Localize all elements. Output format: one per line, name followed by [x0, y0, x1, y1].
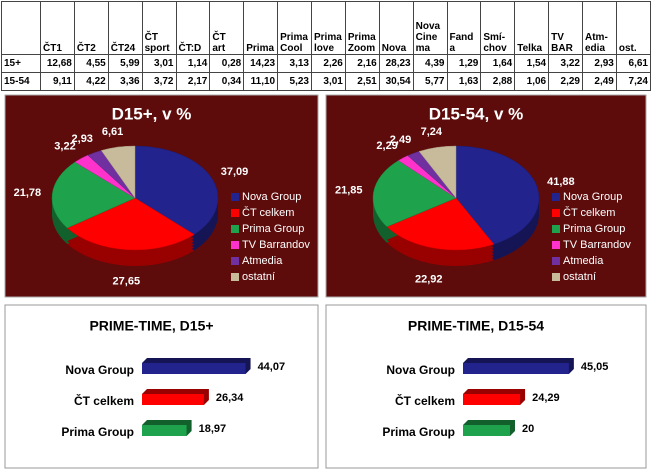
column-header: Nova Cinema — [412, 1, 448, 55]
category-label: Nova Group — [65, 363, 134, 377]
pie-slice — [418, 145, 457, 199]
data-label: 7,24 — [421, 126, 443, 138]
cell: 4,22 — [73, 72, 109, 91]
data-label: 20 — [522, 423, 534, 435]
data-label: 37,09 — [221, 166, 249, 178]
category-label: Prima Group — [61, 425, 134, 439]
header-row: ČT1 ČT2 ČT24 ČT sport ČT:D ČT art Prima Prima C… — [1, 1, 652, 55]
cell: 9,11 — [40, 72, 75, 91]
data-label: 45,05 — [581, 361, 609, 373]
column-header: ČT2 — [73, 1, 109, 55]
data-label: 27,65 — [113, 275, 141, 287]
legend-label: Prima Group — [563, 223, 625, 235]
chart-title: D15-54, v % — [429, 104, 524, 123]
legend-swatch — [231, 193, 239, 201]
column-header: Prima Cool — [277, 1, 312, 55]
row: 15-54 9,11 4,22 3,36 3,72 2,17 0,34 11,10 5,23 3,… — [1, 72, 652, 91]
pie-slice — [372, 160, 457, 228]
legend-swatch — [552, 193, 560, 201]
legend-label: Atmedia — [563, 255, 604, 267]
category-label: Prima Group — [382, 425, 455, 439]
cell: 11,10 — [243, 72, 279, 91]
column-header: Prima love — [311, 1, 346, 55]
data-label: 6,61 — [102, 126, 123, 138]
pie-slice — [134, 145, 219, 235]
legend-swatch — [552, 225, 560, 233]
data-label: 2,93 — [72, 133, 93, 145]
data-label: 3,22 — [54, 140, 75, 152]
category-label: ČT celkem — [74, 393, 134, 408]
bar — [142, 363, 246, 374]
chart-title: PRIME-TIME, D15-54 — [408, 318, 544, 334]
chart-title: PRIME-TIME, D15+ — [89, 318, 213, 334]
cell: 2,49 — [582, 72, 617, 91]
column-header: ČT24 — [107, 1, 143, 55]
data-label: 21,78 — [14, 187, 42, 199]
data-label: 2,49 — [390, 134, 411, 146]
bar — [142, 394, 204, 405]
pie-slice — [51, 161, 136, 229]
legend-swatch — [231, 209, 239, 217]
legend-swatch — [552, 209, 560, 217]
column-header: ost. — [615, 1, 652, 55]
legend-swatch — [552, 241, 560, 249]
bar — [142, 425, 187, 436]
bar — [463, 363, 569, 374]
pie-slice — [455, 145, 540, 245]
legend-label: ČT celkem — [563, 206, 615, 219]
data-label: 26,34 — [216, 392, 244, 404]
legend-label: Prima Group — [242, 223, 304, 235]
legend-label: Nova Group — [563, 191, 622, 203]
legend-swatch — [231, 257, 239, 265]
bar — [463, 425, 510, 436]
column-header: ČT:D — [175, 1, 211, 55]
legend-label: TV Barrandov — [563, 239, 631, 251]
column-header: Nova — [378, 1, 414, 55]
column-header: ČT sport — [141, 1, 177, 55]
legend-swatch — [231, 225, 239, 233]
cell: 7,24 — [615, 72, 652, 91]
legend-swatch — [231, 273, 239, 281]
panel — [325, 304, 647, 469]
legend-swatch — [231, 241, 239, 249]
pie-slice — [66, 197, 195, 251]
pie-slice — [386, 197, 495, 251]
data-label: 18,97 — [199, 423, 227, 435]
legend-label: TV Barrandov — [242, 239, 310, 251]
category-label: ČT celkem — [395, 393, 455, 408]
data-label: 44,07 — [258, 361, 286, 373]
legend-label: ostatní — [563, 271, 596, 283]
data-label: 2,29 — [376, 140, 397, 152]
cell: 0,34 — [209, 72, 245, 91]
category-label: Nova Group — [386, 363, 455, 377]
data-label: 41,88 — [547, 176, 575, 188]
legend-swatch — [552, 257, 560, 265]
legend-label: Atmedia — [242, 255, 283, 267]
legend-label: Nova Group — [242, 191, 301, 203]
cell: 2,17 — [175, 72, 211, 91]
bar — [463, 394, 521, 405]
chart-title: D15+, v % — [112, 104, 192, 123]
data-label: 22,92 — [415, 273, 443, 285]
legend-swatch — [552, 273, 560, 281]
column-header: TV BAR — [548, 1, 583, 55]
column-header: Prima Zoom — [344, 1, 380, 55]
row-label: 15-54 — [1, 72, 41, 91]
legend-label: ostatní — [242, 271, 275, 283]
share-table: ČT1 ČT2 ČT24 ČT sport ČT:D ČT art Prima Prima C… — [1, 1, 652, 91]
pie-slice — [100, 145, 136, 199]
legend-label: ČT celkem — [242, 206, 294, 219]
data-label: 21,85 — [335, 185, 363, 197]
panel — [4, 304, 319, 469]
corner — [1, 1, 41, 55]
data-label: 24,29 — [532, 392, 560, 404]
